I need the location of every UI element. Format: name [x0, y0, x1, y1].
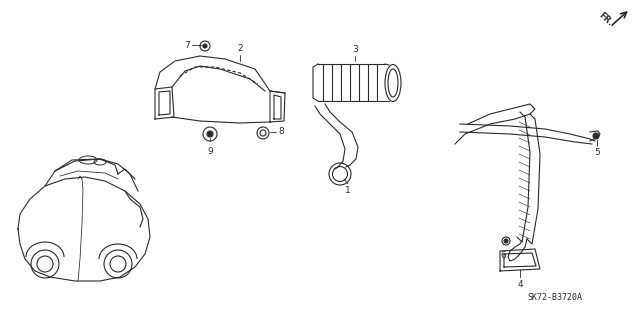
Text: 5: 5 [594, 148, 600, 157]
Circle shape [203, 44, 207, 48]
Text: SK72-B3720A: SK72-B3720A [527, 293, 582, 301]
Text: 6: 6 [500, 251, 506, 260]
Text: 2: 2 [237, 44, 243, 53]
Circle shape [593, 133, 599, 139]
Circle shape [207, 131, 213, 137]
Text: FR.: FR. [597, 11, 615, 27]
Text: 8: 8 [278, 128, 284, 137]
Text: 9: 9 [207, 147, 213, 156]
Text: 1: 1 [345, 186, 351, 195]
Text: 7: 7 [184, 41, 190, 49]
Text: 4: 4 [517, 280, 523, 289]
Circle shape [504, 239, 508, 243]
Text: 3: 3 [352, 45, 358, 54]
